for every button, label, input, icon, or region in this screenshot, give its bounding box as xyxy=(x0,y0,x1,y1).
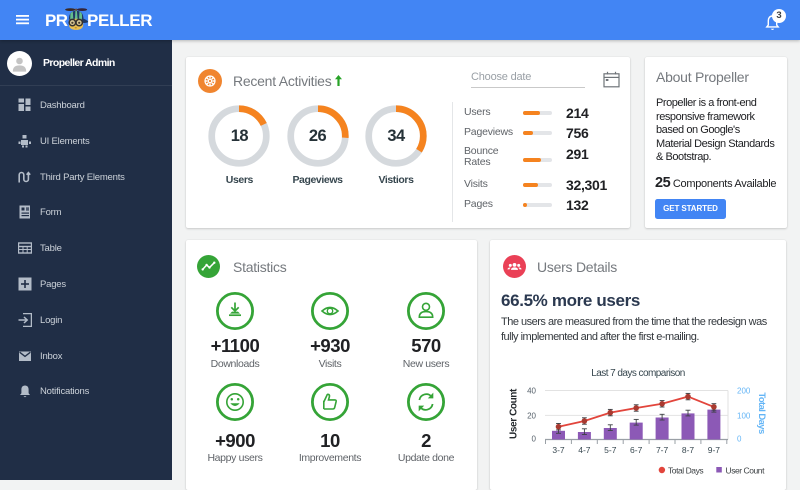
svg-text:Total Days: Total Days xyxy=(668,465,703,475)
svg-text:3-7: 3-7 xyxy=(552,445,565,455)
svg-text:100: 100 xyxy=(737,411,751,420)
svg-text:0: 0 xyxy=(737,435,742,444)
svg-text:Last 7 days comparison: Last 7 days comparison xyxy=(591,368,685,379)
svg-text:8-7: 8-7 xyxy=(682,445,695,455)
svg-text:0: 0 xyxy=(532,435,537,444)
svg-text:6-7: 6-7 xyxy=(630,445,643,455)
svg-text:Total Days: Total Days xyxy=(756,392,767,434)
svg-text:User Count: User Count xyxy=(726,465,766,475)
svg-text:7-7: 7-7 xyxy=(656,445,669,455)
svg-text:5-7: 5-7 xyxy=(604,445,617,455)
svg-text:200: 200 xyxy=(737,387,751,396)
svg-text:20: 20 xyxy=(527,411,536,420)
svg-text:4-7: 4-7 xyxy=(578,445,591,455)
svg-text:40: 40 xyxy=(527,387,536,396)
svg-text:9-7: 9-7 xyxy=(708,445,721,455)
svg-text:User Count: User Count xyxy=(509,388,520,439)
